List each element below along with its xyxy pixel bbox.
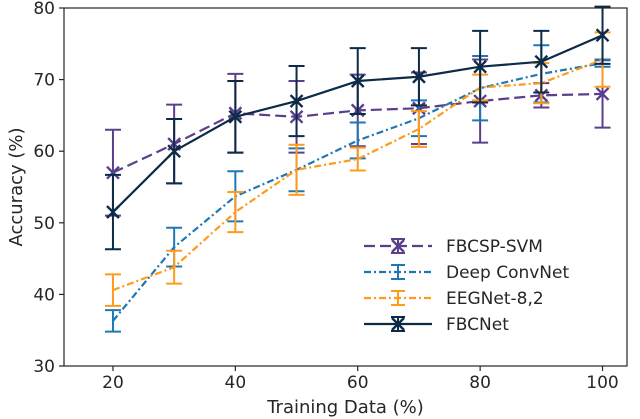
data-point bbox=[534, 54, 549, 69]
data-point bbox=[106, 205, 120, 219]
data-point bbox=[350, 74, 365, 88]
legend-item: FBCSP-SVM bbox=[364, 237, 543, 257]
data-point bbox=[167, 144, 182, 159]
x-tick-label: 80 bbox=[469, 373, 491, 393]
legend-marker bbox=[391, 239, 405, 253]
legend: FBCSP-SVM Deep ConvNet EEGNet-8,2 FBCNet bbox=[364, 237, 569, 335]
legend-label: FBCNet bbox=[446, 315, 509, 335]
x-axis-label: Training Data (%) bbox=[266, 397, 424, 418]
y-tick-label: 80 bbox=[33, 0, 55, 19]
legend-label: FBCSP-SVM bbox=[446, 237, 543, 257]
y-tick-label: 30 bbox=[33, 357, 55, 377]
y-tick-label: 40 bbox=[33, 285, 55, 305]
data-point bbox=[595, 28, 610, 43]
data-point bbox=[228, 109, 243, 124]
series-line bbox=[112, 62, 603, 322]
y-tick-label: 50 bbox=[33, 214, 55, 234]
legend-label: Deep ConvNet bbox=[446, 263, 569, 283]
series-fbcnet bbox=[104, 5, 611, 251]
error-bar bbox=[410, 110, 427, 148]
axes-frame bbox=[63, 7, 628, 367]
plot-area bbox=[104, 5, 611, 333]
error-bar bbox=[227, 191, 244, 234]
data-point bbox=[473, 59, 487, 74]
y-tick-label: 60 bbox=[33, 142, 55, 162]
data-point bbox=[595, 87, 610, 101]
legend-item: Deep ConvNet bbox=[364, 263, 569, 283]
error-bar bbox=[349, 146, 366, 172]
legend-item: FBCNet bbox=[364, 315, 509, 335]
axes: 20 40 60 80 100 30 40 50 60 70 80 bbox=[33, 0, 628, 393]
legend-label: EEGNet-8,2 bbox=[446, 289, 544, 309]
data-point bbox=[289, 94, 304, 108]
x-tick-label: 40 bbox=[225, 373, 247, 393]
y-axis-label: Accuracy (%) bbox=[6, 127, 27, 246]
data-point bbox=[106, 165, 120, 180]
data-point bbox=[412, 69, 426, 84]
x-tick-label: 100 bbox=[586, 373, 618, 393]
x-tick-label: 20 bbox=[102, 373, 124, 393]
legend-item: EEGNet-8,2 bbox=[364, 289, 544, 309]
x-tick-label: 60 bbox=[347, 373, 369, 393]
y-tick-label: 70 bbox=[33, 71, 55, 91]
error-bar bbox=[288, 143, 305, 196]
series-line bbox=[112, 58, 603, 292]
legend-marker bbox=[391, 317, 405, 331]
